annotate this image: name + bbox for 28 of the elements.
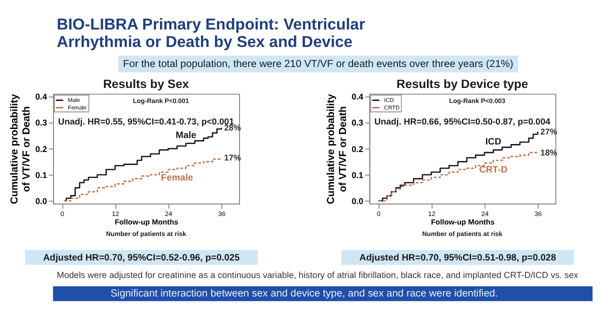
text: Significant interaction between sex and device type, and sex and race were identified. [110,288,498,300]
text: Models were adjusted for creatinine as a continuous variable, history of atrial fibrillation, black race, and implanted CRT-D/ICD vs. sex [56,270,579,280]
y-axis-title: Cumulative probability of VT/VF or Death [326,94,350,204]
y-tick-label: 0.4 [35,92,48,102]
y-tick-label: 0.3 [352,118,364,128]
y-tick-label: 0.2 [35,144,48,154]
y-tick-label: 0.0 [35,196,48,206]
text: For the total population, there were 210 VT/VF or death events over three years (21%) [123,58,514,70]
x-axis-title: Follow-up Months [430,217,495,226]
y-tick-label: 0.3 [35,118,48,128]
y-axis-title: Cumulative probability of VT/VF or Death [10,94,33,204]
y-tick-label: 0.0 [352,196,364,206]
text: Adjusted HR=0.70, 95%CI=0.51-0.98, p=0.028 [359,252,556,262]
annotation: Male [176,130,196,140]
y-tick-label: 0.2 [352,144,364,154]
y-tick-label: 0.1 [352,170,364,180]
text: Adjusted HR=0.70, 95%CI=0.52-0.96, p=0.025 [43,252,240,262]
y-tick-label: 0.4 [352,92,364,102]
annotation: ICD [485,136,502,146]
annotation: CRT-D [479,164,508,174]
chart-title: Results by Sex [103,76,190,91]
text: BIO-LIBRA Primary Endpoint: Ventricular Arrhythmia or Death by Sex and Device [56,16,366,52]
x-axis-title: Follow-up Months [114,217,178,226]
chart-title: Results by Device type [396,76,528,91]
y-tick-label: 0.1 [35,170,48,180]
annotation: Unadj. HR=0.55, 95%CI=0.41-0.73, p<0.001 [58,116,234,126]
annotation: Unadj. HR=0.66, 95%CI=0.50-0.87, p=0.004 [374,116,550,126]
annotation: Female [161,172,194,182]
